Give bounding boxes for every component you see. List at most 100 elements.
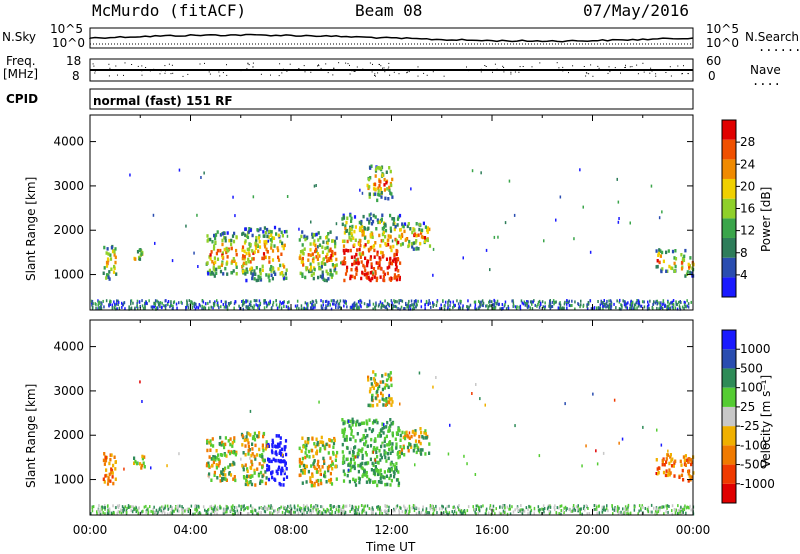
data-cell xyxy=(543,239,545,243)
nave-point xyxy=(108,63,110,65)
data-cell xyxy=(559,195,562,199)
data-cell xyxy=(185,307,187,311)
nave-point xyxy=(607,72,609,74)
data-cell xyxy=(171,511,174,515)
data-cell xyxy=(263,240,266,244)
data-cell xyxy=(129,173,131,177)
data-cell xyxy=(378,179,381,183)
data-cell xyxy=(166,504,169,508)
data-cell xyxy=(264,255,267,260)
data-cell xyxy=(376,505,378,509)
data-cell xyxy=(288,300,290,304)
data-cell xyxy=(271,475,274,480)
data-cell xyxy=(548,512,551,516)
data-cell xyxy=(328,444,331,448)
data-cell xyxy=(280,468,283,473)
data-cell xyxy=(687,302,690,306)
data-cell xyxy=(385,510,388,514)
data-cell xyxy=(303,234,306,239)
nave-point xyxy=(683,65,684,67)
data-cell xyxy=(242,231,245,236)
data-cell xyxy=(205,463,208,468)
data-cell xyxy=(670,464,674,468)
data-cell xyxy=(385,378,389,382)
data-cell xyxy=(680,463,683,467)
data-cell xyxy=(336,299,339,303)
data-cell xyxy=(398,277,401,282)
data-cell xyxy=(203,171,205,175)
data-cell xyxy=(164,307,167,310)
data-cell xyxy=(248,242,251,246)
data-cell xyxy=(354,225,357,229)
data-cell xyxy=(196,510,199,514)
data-cell xyxy=(309,476,312,480)
data-cell xyxy=(555,300,557,304)
data-cell xyxy=(159,305,161,309)
data-cell xyxy=(606,504,608,508)
data-cell xyxy=(443,304,445,308)
data-cell xyxy=(350,219,353,223)
data-cell xyxy=(529,306,531,310)
data-cell xyxy=(296,306,298,310)
data-cell xyxy=(172,304,174,308)
data-cell xyxy=(209,257,212,261)
data-cell xyxy=(663,505,665,509)
data-cell xyxy=(301,471,305,475)
data-cell xyxy=(389,256,392,261)
data-cell xyxy=(365,480,368,484)
data-cell xyxy=(187,306,190,310)
data-cell xyxy=(241,443,244,447)
x-tick-label: 20:00 xyxy=(575,523,610,537)
data-cell xyxy=(667,249,670,253)
x-tick-label: 08:00 xyxy=(274,523,309,537)
data-cell xyxy=(344,261,347,265)
data-cell xyxy=(263,458,266,463)
data-cell xyxy=(358,300,360,304)
data-cell xyxy=(224,453,227,457)
data-cell xyxy=(659,508,661,512)
data-cell xyxy=(387,456,390,461)
data-cell xyxy=(558,512,560,516)
data-cell xyxy=(380,391,383,396)
data-cell xyxy=(611,504,613,507)
data-cell xyxy=(281,244,284,248)
data-cell xyxy=(327,466,330,471)
data-cell xyxy=(634,303,637,307)
data-cell xyxy=(201,299,204,303)
data-cell xyxy=(310,265,313,270)
data-cell xyxy=(424,239,427,243)
data-cell xyxy=(575,505,578,509)
data-cell xyxy=(417,299,419,303)
data-cell xyxy=(569,304,572,308)
data-cell xyxy=(98,306,100,310)
data-cell xyxy=(232,239,236,244)
data-cell xyxy=(411,245,414,249)
data-cell xyxy=(276,306,279,310)
data-cell xyxy=(338,505,341,509)
data-cell xyxy=(142,509,144,513)
data-cell xyxy=(334,244,337,249)
data-cell xyxy=(577,507,579,511)
data-cell xyxy=(350,267,353,272)
data-cell xyxy=(128,305,130,309)
data-cell xyxy=(223,510,225,513)
nave-point xyxy=(510,71,512,73)
nave-point xyxy=(624,67,626,68)
nave-point xyxy=(393,71,395,73)
data-cell xyxy=(583,504,585,508)
data-cell xyxy=(335,508,338,512)
nave-point xyxy=(677,65,679,67)
data-cell xyxy=(207,508,209,512)
data-cell xyxy=(379,433,382,438)
data-cell xyxy=(242,261,245,266)
data-cell xyxy=(232,269,235,273)
data-cell xyxy=(540,303,542,306)
nave-point xyxy=(117,74,118,76)
data-cell xyxy=(372,267,376,271)
data-cell xyxy=(429,504,432,507)
data-cell xyxy=(482,504,484,508)
data-cell xyxy=(494,512,496,516)
data-cell xyxy=(224,466,227,471)
data-cell xyxy=(103,462,106,466)
